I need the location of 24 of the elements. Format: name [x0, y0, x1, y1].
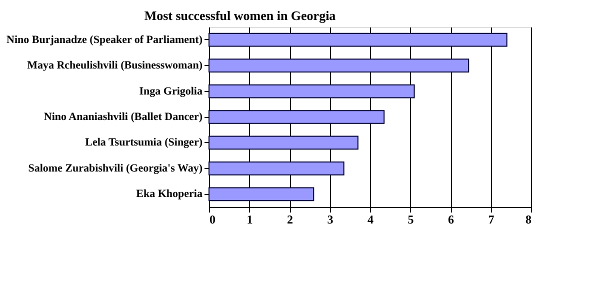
bar	[208, 187, 314, 202]
x-tick-label: 2	[287, 212, 293, 226]
bar	[208, 58, 470, 72]
x-tick-label: 1	[246, 212, 253, 226]
y-tick-label: Maya Rcheulishvili (Businesswoman)	[27, 60, 203, 72]
y-tick-label: Eka Khoperia	[136, 188, 203, 200]
x-tick-label: 0	[210, 212, 216, 226]
bar	[208, 110, 385, 124]
bar	[208, 162, 344, 176]
x-tick-label: 8	[526, 212, 532, 226]
x-tick-label: 6	[448, 212, 454, 226]
chart-title: Most successful women in Georgia	[144, 8, 336, 23]
x-tick-label: 7	[488, 212, 494, 226]
x-tick-label: 3	[327, 212, 334, 226]
y-tick-label: Nino Burjanadze (Speaker of Parliament)	[6, 34, 203, 46]
x-tick-label: 4	[368, 212, 374, 226]
y-tick-label: Salome Zurabishvili (Georgia's Way)	[28, 162, 203, 174]
y-tick-label: Nino Ananiashvili (Ballet Dancer)	[44, 111, 203, 123]
bar	[208, 136, 358, 150]
bar	[208, 32, 508, 47]
bar	[208, 84, 415, 98]
x-tick-label: 5	[408, 212, 414, 226]
y-tick-label: Inga Grigolia	[139, 85, 203, 98]
y-tick-label: Lela Tsurtsumia (Singer)	[85, 136, 203, 149]
